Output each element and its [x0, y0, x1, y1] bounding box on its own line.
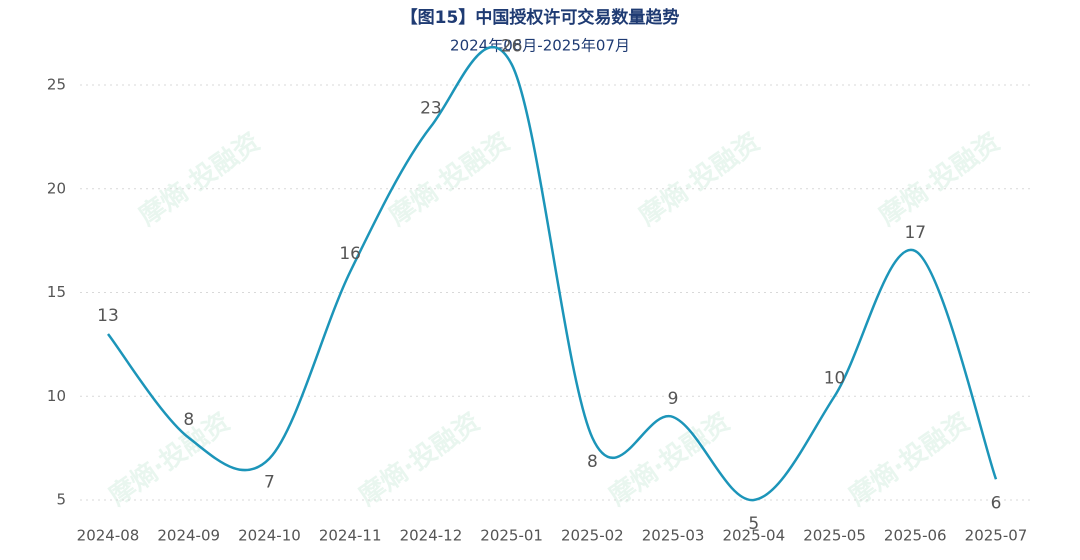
plot: 13 8 7 16 23 26 8 9 5 10 17 6	[97, 36, 1001, 534]
chart-title: 【图15】中国授权许可交易数量趋势	[401, 7, 680, 28]
chart-subtitle: 2024年08月-2025年07月	[450, 37, 630, 55]
data-label: 13	[97, 306, 119, 326]
y-tick-label: 10	[47, 387, 66, 405]
data-label: 8	[183, 410, 194, 430]
y-tick-label: 25	[47, 76, 66, 94]
data-label: 6	[991, 493, 1002, 513]
watermark: 摩熵·投融资	[843, 406, 975, 512]
series-line	[107, 46, 998, 502]
watermark: 摩熵·投融资	[603, 406, 735, 512]
y-tick-label: 5	[56, 491, 66, 509]
watermark: 摩熵·投融资	[133, 126, 265, 232]
x-tick-label: 2024-10	[238, 527, 301, 545]
x-tick-label: 2024-09	[157, 527, 220, 545]
y-tick-label: 15	[47, 283, 66, 301]
watermark: 摩熵·投融资	[873, 126, 1005, 232]
watermark: 摩熵·投融资	[353, 406, 485, 512]
data-label: 26	[501, 36, 523, 56]
data-label: 9	[668, 389, 679, 409]
data-label: 10	[824, 368, 846, 388]
data-label: 16	[339, 244, 361, 264]
y-tick-label: 20	[47, 179, 66, 197]
x-tick-label: 2025-05	[803, 527, 866, 545]
x-tick-label: 2025-02	[561, 527, 624, 545]
watermark: 摩熵·投融资	[633, 126, 765, 232]
x-tick-label: 2024-11	[319, 527, 382, 545]
data-label: 23	[420, 99, 442, 119]
x-tick-label: 2024-12	[400, 527, 463, 545]
data-label: 5	[748, 514, 759, 534]
x-tick-label: 2025-03	[642, 527, 705, 545]
x-tick-label: 2024-08	[77, 527, 140, 545]
data-label: 8	[587, 452, 598, 472]
data-label: 7	[264, 473, 275, 493]
grid: 5 10 15 20 25 2024-08 2024-09 2024-10 2024-11 202…	[47, 76, 1030, 545]
watermark: 摩熵·投融资	[383, 126, 515, 232]
x-tick-label: 2025-01	[480, 527, 543, 545]
x-tick-label: 2025-04	[722, 527, 785, 545]
x-tick-label: 2025-06	[884, 527, 947, 545]
data-label: 17	[904, 223, 926, 243]
x-tick-label: 2025-07	[965, 527, 1028, 545]
